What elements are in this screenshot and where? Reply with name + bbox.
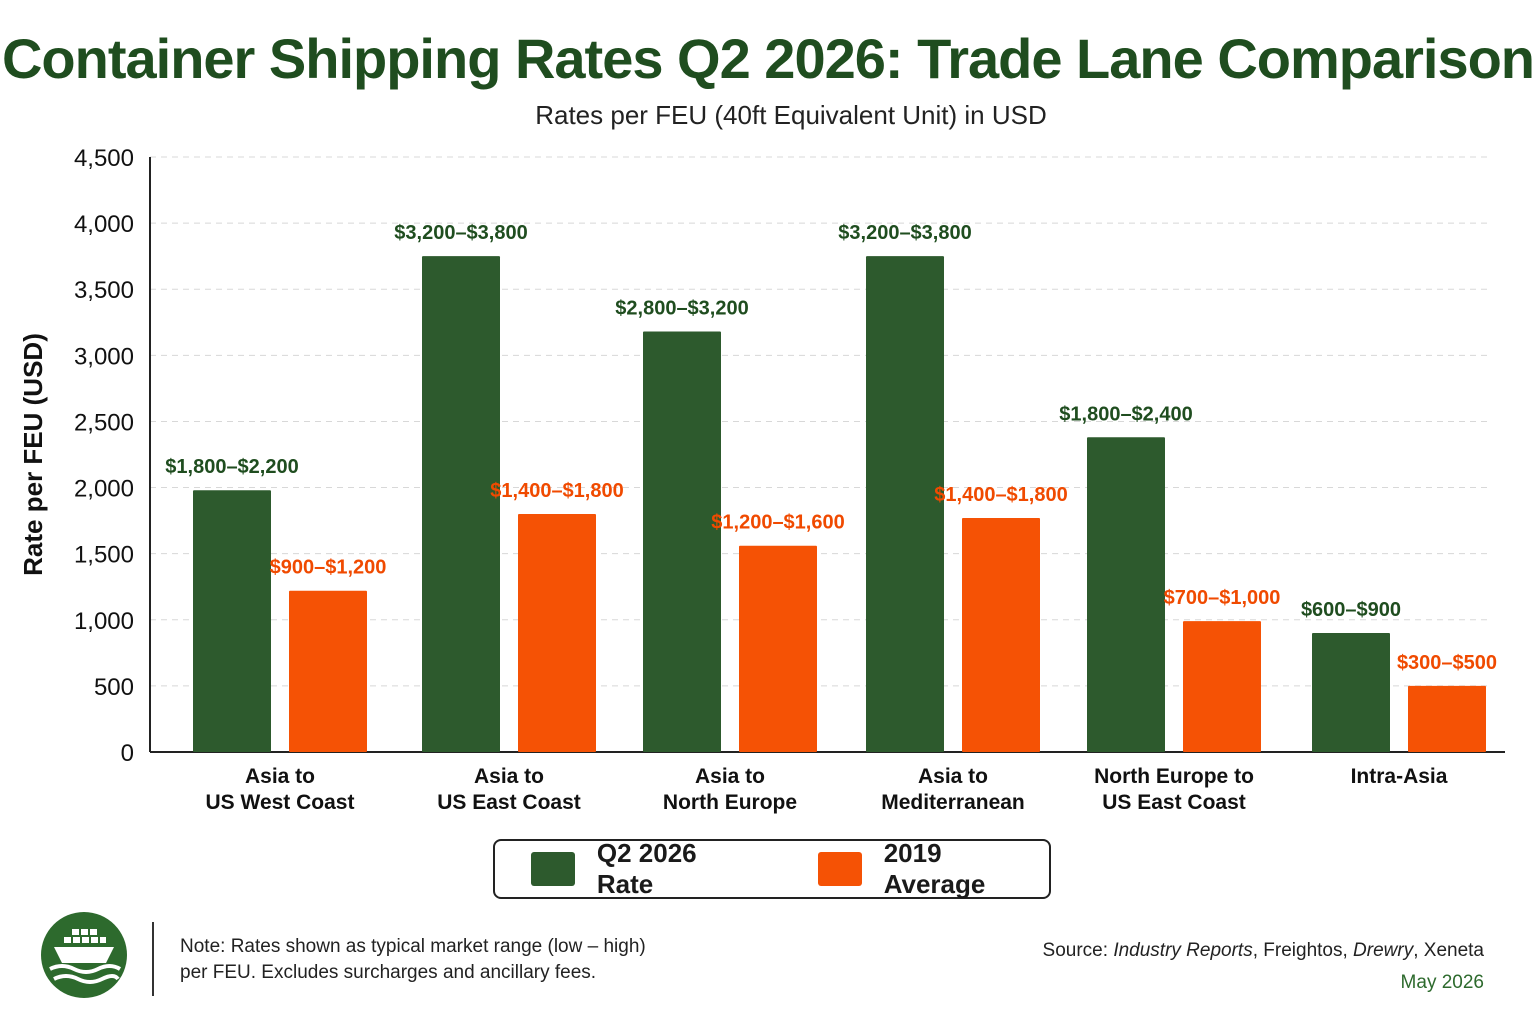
source-sep-2: , Xeneta — [1413, 940, 1484, 961]
bar-2019-average — [739, 545, 817, 752]
data-label-q2-2026: $600–$900 — [1301, 599, 1401, 621]
bar-2019-average — [962, 517, 1040, 752]
data-label-2019-average: $300–$500 — [1397, 652, 1497, 674]
y-tick-label: 2,000 — [74, 476, 134, 503]
x-category-label: Asia to — [245, 765, 315, 788]
source-prefix: Source: — [1042, 940, 1114, 961]
source-drewry: Drewry — [1353, 940, 1414, 961]
bar-2019-average — [289, 590, 367, 752]
y-tick-label: 500 — [94, 674, 134, 701]
data-label-q2-2026: $1,800–$2,200 — [165, 456, 298, 478]
legend-item-2019-average: 2019 Average — [817, 838, 1049, 900]
chart-subtitle: Rates per FEU (40ft Equivalent Unit) in … — [535, 100, 1047, 130]
footer-note: Note: Rates shown as typical market rang… — [180, 934, 700, 986]
y-tick-label: 4,500 — [74, 145, 134, 172]
publish-date: May 2026 — [1400, 972, 1484, 993]
data-label-2019-average: $700–$1,000 — [1164, 587, 1281, 609]
data-label-2019-average: $1,400–$1,800 — [490, 480, 623, 502]
x-category-label: Mediterranean — [881, 791, 1025, 814]
note-line-2: per FEU. Excludes surcharges and ancilla… — [180, 962, 597, 983]
y-tick-label: 1,000 — [74, 608, 134, 635]
source-credit: Source: Industry Reports, Freightos, Dre… — [1043, 940, 1484, 962]
x-category-label: Asia to — [918, 765, 988, 788]
x-category-label: Intra-Asia — [1351, 765, 1448, 788]
bar-q2-2026 — [422, 256, 500, 752]
data-label-2019-average: $1,400–$1,800 — [934, 484, 1067, 506]
x-category-label: North Europe to — [1094, 765, 1254, 788]
bar-chart: 0 500 1,000 1,500 2,000 2,500 3,000 3,500 4,000 4… — [18, 145, 1505, 814]
cargo-ship-logo-icon — [41, 912, 127, 998]
y-tick-label: 3,500 — [74, 277, 134, 304]
x-category-label: US East Coast — [1102, 791, 1246, 814]
data-label-q2-2026: $3,200–$3,800 — [838, 222, 971, 244]
note-line-1: Note: Rates shown as typical market rang… — [180, 936, 646, 957]
legend-label-2019-average: 2019 Average — [883, 838, 986, 899]
bar-2019-average — [518, 514, 596, 752]
y-tick-label: 2,500 — [74, 409, 134, 436]
x-category-label: Asia to — [474, 765, 544, 788]
footer-divider — [152, 922, 154, 996]
y-tick-label: 1,500 — [74, 542, 134, 569]
y-tick-label: 4,000 — [74, 211, 134, 238]
legend: Q2 2026 Rate 2019 Average — [493, 838, 1051, 900]
x-category-label: North Europe — [663, 791, 797, 814]
source-sep-1: , Freightos, — [1252, 940, 1354, 961]
bar-q2-2026 — [1312, 633, 1390, 752]
legend-item-q2-2026: Q2 2026 Rate — [531, 838, 760, 900]
bar-q2-2026 — [1087, 437, 1165, 752]
bar-q2-2026 — [866, 256, 944, 752]
legend-label-q2-2026: Q2 2026 Rate — [596, 838, 697, 899]
data-label-2019-average: $900–$1,200 — [270, 557, 387, 579]
legend-swatch-q2-2026 — [531, 852, 575, 886]
y-axis-title: Rate per FEU (USD) — [18, 333, 48, 576]
y-tick-label: 3,000 — [74, 343, 134, 370]
bar-q2-2026 — [193, 490, 271, 752]
data-label-q2-2026: $1,800–$2,400 — [1059, 403, 1192, 425]
x-category-label: US East Coast — [437, 791, 581, 814]
source-industry-reports: Industry Reports — [1113, 940, 1253, 961]
chart-title: Container Shipping Rates Q2 2026: Trade … — [1, 27, 1535, 90]
bar-q2-2026 — [643, 331, 721, 752]
x-category-label: Asia to — [695, 765, 765, 788]
bar-2019-average — [1408, 685, 1486, 752]
data-label-q2-2026: $3,200–$3,800 — [394, 222, 527, 244]
y-tick-label: 0 — [121, 740, 134, 767]
x-category-label: US West Coast — [206, 791, 355, 814]
legend-swatch-2019-average — [817, 852, 862, 886]
data-label-q2-2026: $2,800–$3,200 — [615, 298, 748, 320]
bar-2019-average — [1183, 621, 1261, 752]
data-label-2019-average: $1,200–$1,600 — [711, 512, 844, 534]
